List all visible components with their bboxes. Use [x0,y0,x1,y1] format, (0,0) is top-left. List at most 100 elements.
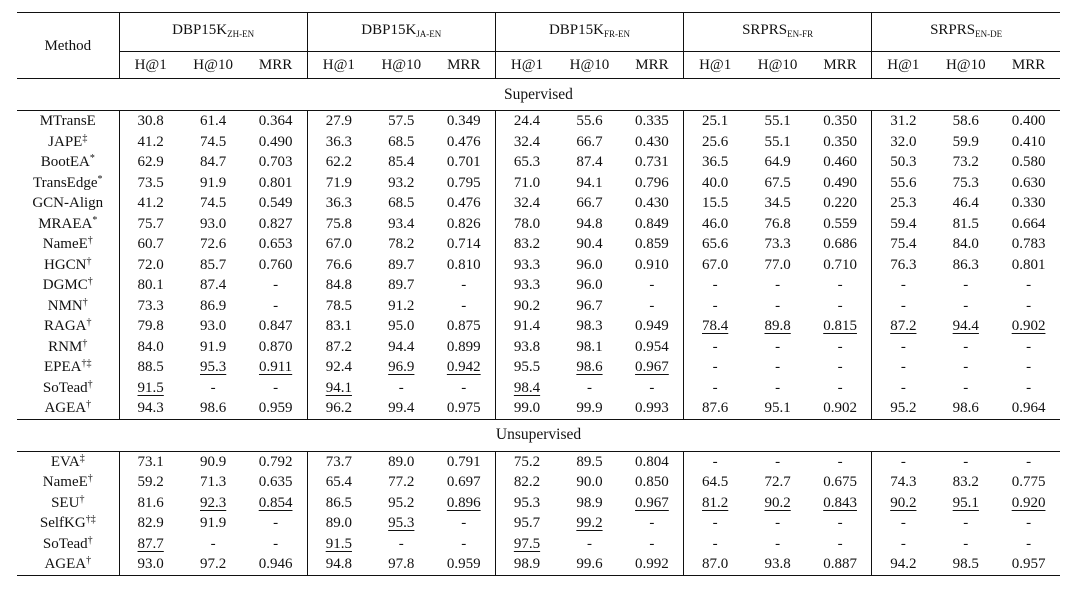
value-cell: - [461,297,467,314]
value-cell: 36.3 [306,193,370,214]
value-cell: 27.9 [306,110,370,132]
value-cell: 0.476 [446,133,481,150]
value-cell: - [963,535,969,552]
value-cell: 73.3 [118,295,182,316]
method-footnote-mark: †‡ [85,514,96,526]
value-cell: - [837,359,843,376]
value-cell: 72.7 [764,474,791,491]
dataset-header: DBP15KZH-EN [118,12,308,52]
value-cell: 78.0 [494,213,559,234]
value-cell: 94.4 [952,318,979,335]
method-cell: BootEA* [17,152,119,173]
value-cell: 75.8 [306,213,370,234]
value-cell: 67.0 [306,234,370,255]
value-cell: 0.410 [1011,133,1046,150]
value-cell: 98.5 [934,554,998,576]
value-cell: - [683,336,747,357]
method-cell: EPEA†‡ [17,357,119,378]
table-row: SEU† 81.6 92.3 0.854 86.5 95.2 0.896 95.3 98.9 0.… [17,492,1060,514]
value-cell: 71.3 [200,474,227,491]
table-row: TransEdge* 73.5 91.9 0.801 71.9 93.2 0.795 71.0… [17,172,1060,193]
method-footnote-mark: † [82,337,88,349]
value-cell: 62.2 [306,152,370,173]
value-cell: 0.430 [635,195,669,212]
value-cell: 73.5 [118,172,182,193]
table-row: AGEA† 93.0 97.2 0.946 94.8 97.8 0.959 98.9 99.6 0… [17,554,1060,576]
value-cell: 93.8 [746,554,809,576]
value-cell: - [398,535,404,552]
method-cell: SEU† [17,493,119,514]
value-cell: 95.3 [200,359,227,376]
value-cell: 94.4 [388,338,415,355]
value-cell: 0.801 [258,174,293,191]
value-cell: 0.954 [635,338,669,355]
value-cell: 74.5 [200,133,227,150]
value-cell: - [997,450,1060,472]
value-cell: 99.6 [558,554,621,576]
value-cell: 40.0 [683,172,747,193]
value-cell: - [837,277,843,294]
section-title: Unsupervised [17,418,1060,451]
table-row: SelfKG†‡ 82.9 91.9-89.0 95.3-95.7 99.2- - - - - -… [17,513,1060,534]
value-cell: 0.460 [823,154,857,171]
method-name: NameE [42,474,88,491]
value-cell: 90.9 [181,450,245,472]
method-name: MRAEA [38,215,93,232]
value-cell: 0.580 [1011,154,1046,171]
value-cell: 95.7 [494,513,559,534]
value-cell: 92.4 [306,357,370,378]
value-cell: 76.6 [306,254,370,275]
value-cell: - [871,513,935,534]
table-row: NameE† 59.2 71.3 0.635 65.4 77.2 0.697 82.2 90.0… [17,472,1060,493]
value-cell: 78.5 [306,295,370,316]
value-cell: 0.760 [258,256,293,273]
value-cell: 41.2 [118,131,182,152]
value-cell: 73.1 [118,450,182,472]
value-cell: 73.7 [306,450,370,472]
value-cell: 86.3 [952,256,979,273]
value-cell: - [775,338,781,355]
value-cell: 0.847 [258,318,293,335]
table-row: BootEA* 62.9 84.7 0.703 62.2 85.4 0.701 65.3 87.… [17,152,1060,173]
value-cell: 0.653 [258,236,293,253]
method-footnote-mark: †‡ [81,358,92,370]
metric-header: H@10 [945,57,986,73]
value-cell: 0.635 [258,474,293,491]
dataset-name: DBP15K [548,22,604,38]
value-cell: - [1026,535,1032,552]
dataset-header: DBP15KFR-EN [494,12,684,52]
value-cell: 82.9 [118,513,182,534]
value-cell: 92.3 [200,494,227,511]
value-cell: 98.9 [576,494,603,511]
table-header: Method DBP15KZH-EN DBP15KJA-EN DBP15KFR-EN S… [17,12,1060,79]
value-cell: 0.854 [258,494,293,511]
value-cell: 80.1 [118,275,182,296]
method-cell: NMN† [17,296,119,317]
value-cell: 90.2 [764,494,791,511]
value-cell: 0.476 [446,195,481,212]
method-cell: AGEA† [17,398,119,419]
value-cell: - [683,450,747,472]
method-footnote-mark: † [86,399,92,411]
method-cell: SoTead† [17,534,119,555]
value-cell: - [273,515,279,532]
value-cell: - [837,297,843,314]
value-cell: 99.0 [494,398,559,419]
value-cell: 83.1 [306,316,370,337]
value-cell: - [871,533,935,554]
metric-header: H@10 [757,57,798,73]
table-row: AGEA† 94.3 98.6 0.959 96.2 99.4 0.975 99.0 99.9 0… [17,398,1060,419]
value-cell: 0.349 [432,110,496,132]
table-row: SoTead† 91.5- -94.1- -98.4- - - - - - - - [17,377,1060,398]
value-cell: 0.870 [258,338,293,355]
value-cell: 91.9 [200,515,227,532]
results-table: Method DBP15KZH-EN DBP15KJA-EN DBP15KFR-EN S… [17,12,1060,576]
value-cell: 60.7 [118,234,182,255]
value-cell: 0.911 [258,359,293,376]
value-cell: 0.993 [635,400,669,417]
value-cell: 99.2 [576,515,603,532]
value-cell: 0.697 [446,474,481,491]
value-cell: - [683,513,747,534]
table-row: NMN† 73.3 86.9-78.5 91.2-90.2 96.7- - - - - - - [17,295,1060,317]
value-cell: 89.5 [558,450,621,472]
